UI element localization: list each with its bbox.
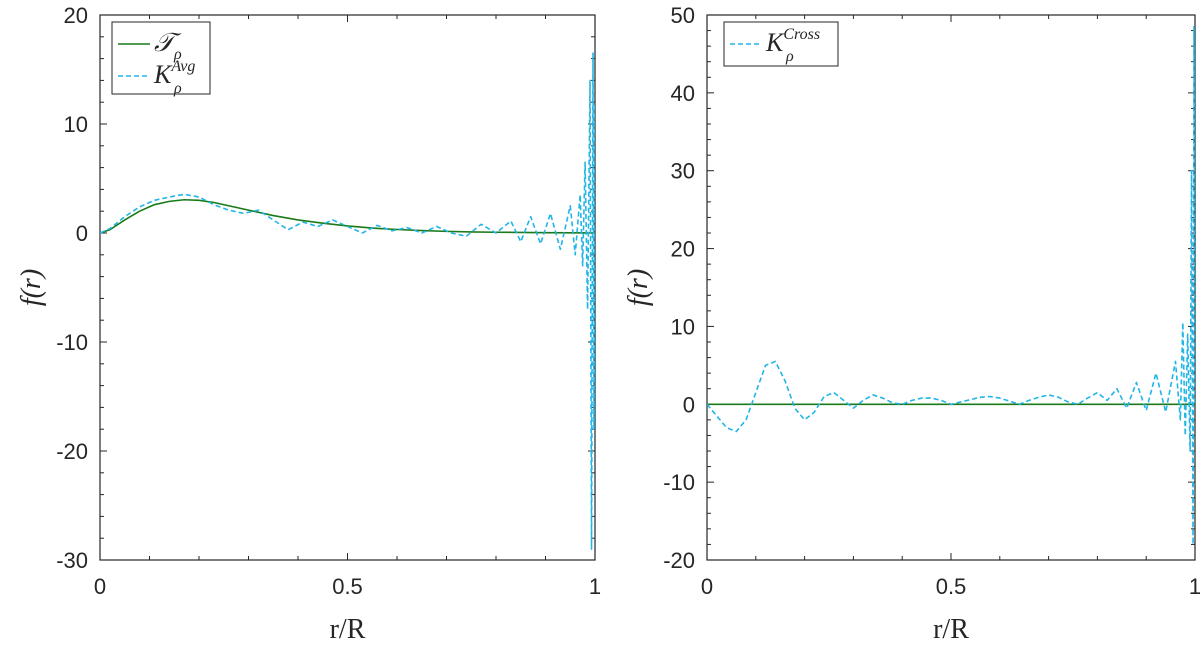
x-tick-label: 0 bbox=[701, 574, 713, 599]
y-tick-label: 10 bbox=[671, 314, 695, 339]
x-tick-label: 0 bbox=[94, 574, 106, 599]
y-tick-label: -20 bbox=[663, 548, 695, 573]
x-axis-label: r/R bbox=[330, 614, 366, 645]
series-line-1 bbox=[707, 25, 1195, 546]
legend-sub: ρ bbox=[785, 48, 794, 65]
y-tick-label: 20 bbox=[64, 3, 88, 28]
y-tick-label: 10 bbox=[64, 112, 88, 137]
y-axis-label: f(r) bbox=[16, 269, 47, 306]
legend-sup: Cross bbox=[783, 26, 820, 43]
y-tick-label: 0 bbox=[76, 221, 88, 246]
y-tick-label: 20 bbox=[671, 237, 695, 262]
series-line-1 bbox=[100, 52, 595, 550]
x-tick-label: 1 bbox=[589, 574, 601, 599]
legend-sub: ρ bbox=[173, 80, 182, 97]
legend: KCross ρ bbox=[723, 21, 839, 67]
legend-main: K bbox=[765, 28, 785, 57]
x-tick-label: 0.5 bbox=[936, 574, 967, 599]
x-axis-label: r/R bbox=[933, 614, 969, 645]
y-tick-label: -10 bbox=[663, 470, 695, 495]
legend-sub: ρ bbox=[173, 46, 182, 63]
x-tick-label: 1 bbox=[1189, 574, 1200, 599]
y-tick-label: -10 bbox=[56, 330, 88, 355]
y-tick-label: -20 bbox=[56, 439, 88, 464]
legend-main: K bbox=[153, 60, 173, 89]
legend-sup: Avg bbox=[170, 58, 195, 75]
x-tick-label: 0.5 bbox=[332, 574, 363, 599]
legend-box bbox=[111, 21, 211, 95]
y-tick-label: -30 bbox=[56, 548, 88, 573]
y-axis-label: f(r) bbox=[623, 269, 654, 306]
legend-entry: KCross ρ bbox=[765, 26, 820, 65]
axes-box bbox=[706, 14, 1196, 561]
y-tick-label: 0 bbox=[683, 392, 695, 417]
legend-entry: KAvg ρ bbox=[153, 58, 195, 97]
y-tick-label: 40 bbox=[671, 81, 695, 106]
y-tick-label: 50 bbox=[671, 3, 695, 28]
series-line-0 bbox=[100, 198, 595, 234]
y-tick-label: 30 bbox=[671, 159, 695, 184]
